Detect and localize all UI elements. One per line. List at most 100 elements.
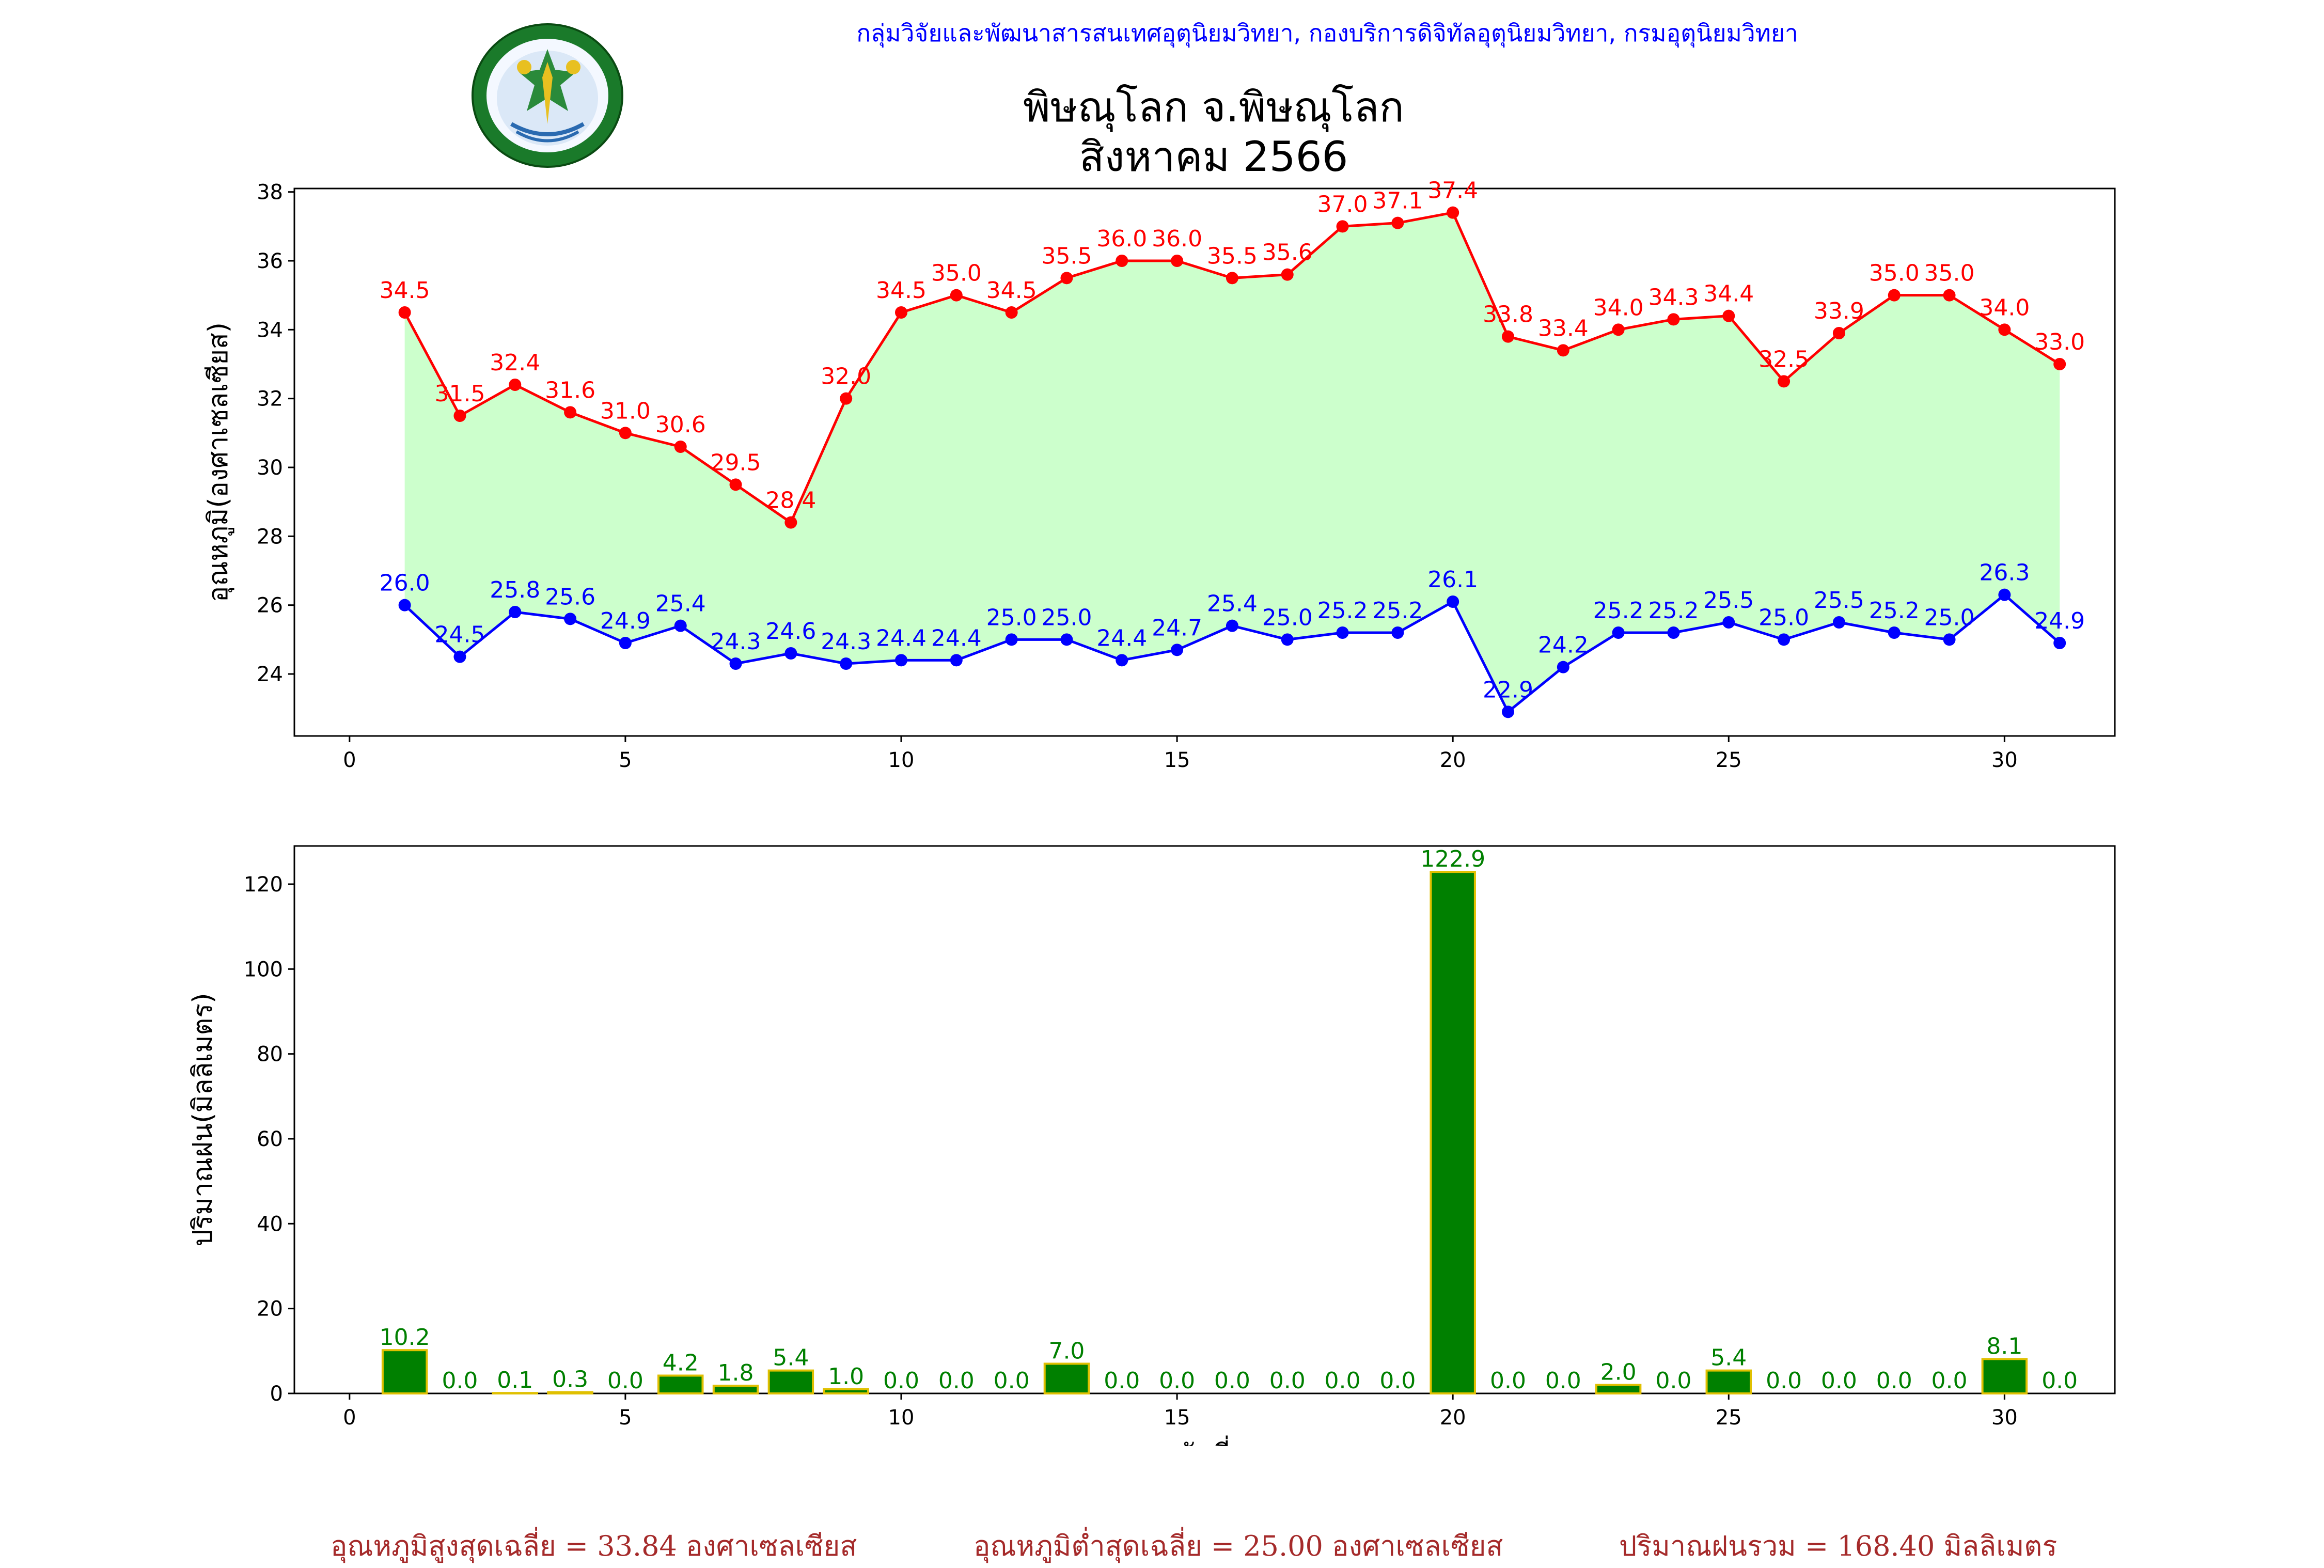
- rain-value-label: 0.1: [497, 1367, 533, 1393]
- max-temp-point: [1943, 289, 1956, 302]
- max-temp-point: [619, 427, 632, 440]
- max-temp-point: [2053, 358, 2066, 370]
- rain-value-label: 0.0: [1821, 1368, 1857, 1394]
- rain-value-label: 1.8: [718, 1360, 754, 1386]
- max-temp-point: [1281, 268, 1294, 281]
- header-text: กลุ่มวิจัยและพัฒนาสารสนเทศอุตุนิยมวิทยา,…: [856, 19, 1798, 47]
- x-axis-label: วันที่: [1179, 1435, 1230, 1446]
- rain-value-label: 5.4: [1710, 1345, 1747, 1371]
- min-temp-label: 25.5: [1703, 587, 1754, 614]
- rain-value-label: 0.0: [883, 1368, 919, 1394]
- x-tick-label: 25: [1716, 748, 1742, 772]
- max-temp-label: 31.5: [434, 381, 485, 407]
- summary-bar: อุณหภูมิสูงสุดเฉลี่ย = 33.84 องศาเซลเซีย…: [0, 1524, 2324, 1562]
- x-tick-label: 10: [888, 748, 915, 772]
- rain-value-label: 8.1: [1986, 1333, 2022, 1359]
- max-temp-label: 33.8: [1483, 302, 1533, 328]
- min-temp-label: 26.0: [380, 570, 430, 597]
- max-temp-point: [1391, 216, 1404, 229]
- min-temp-point: [1778, 633, 1791, 646]
- y-tick-label: 24: [257, 663, 283, 686]
- max-temp-label: 37.1: [1372, 188, 1423, 214]
- max-temp-label: 37.4: [1427, 178, 1478, 204]
- min-temp-label: 24.5: [434, 622, 485, 648]
- x-tick-label: 30: [1991, 748, 2018, 772]
- max-temp-label: 33.0: [2034, 329, 2085, 355]
- min-temp-point: [1391, 626, 1404, 639]
- min-temp-label: 25.2: [1648, 598, 1699, 624]
- summary-avg-min: อุณหภูมิต่ำสุดเฉลี่ย = 25.00 องศาเซลเซีย…: [973, 1530, 1503, 1562]
- min-temp-point: [895, 654, 907, 667]
- max-temp-point: [1116, 255, 1128, 267]
- x-tick-label: 5: [619, 1406, 632, 1430]
- rain-value-label: 0.0: [1490, 1368, 1526, 1394]
- y-tick-label: 20: [257, 1297, 283, 1321]
- max-temp-point: [564, 406, 577, 419]
- x-tick-label: 0: [343, 1406, 356, 1430]
- plot-frame: [293, 187, 2116, 737]
- max-temp-label: 33.4: [1538, 315, 1589, 341]
- max-temp-label: 31.6: [545, 377, 595, 403]
- rain-bar: [1595, 1384, 1642, 1395]
- max-temp-label: 37.0: [1317, 191, 1368, 217]
- rain-bar: [1981, 1358, 2028, 1395]
- rain-value-label: 2.0: [1600, 1359, 1637, 1386]
- min-temp-point: [674, 619, 687, 632]
- min-temp-label: 25.2: [1869, 598, 1920, 624]
- max-temp-label: 32.0: [821, 364, 871, 390]
- max-temp-point: [784, 516, 797, 529]
- min-temp-label: 25.0: [1924, 604, 1975, 631]
- min-temp-label: 26.1: [1427, 567, 1478, 593]
- max-temp-point: [1502, 330, 1514, 343]
- rain-bar: [1430, 871, 1476, 1394]
- min-temp-label: 22.9: [1483, 677, 1533, 703]
- rain-value-label: 0.0: [994, 1368, 1030, 1394]
- min-temp-point: [1832, 616, 1845, 629]
- summary-total-rain: ปริมาณฝนรวม = 168.40 มิลลิเมตร: [1619, 1530, 2058, 1562]
- max-temp-label: 34.4: [1703, 281, 1754, 307]
- min-temp-point: [2053, 637, 2066, 649]
- x-tick-label: 0: [343, 748, 356, 772]
- min-temp-point: [453, 650, 466, 663]
- rain-value-label: 1.0: [828, 1363, 864, 1390]
- min-temp-label: 24.4: [1096, 625, 1147, 651]
- max-temp-label: 34.0: [1979, 294, 2030, 321]
- max-temp-label: 32.5: [1758, 346, 1809, 372]
- max-temp-point: [674, 441, 687, 453]
- chart-title: พิษณุโลก จ.พิษณุโลก สิงหาคม 2566: [800, 83, 1627, 182]
- min-temp-label: 24.2: [1538, 632, 1589, 658]
- x-tick-label: 20: [1440, 1406, 1466, 1430]
- x-tick-label: 10: [888, 1406, 915, 1430]
- x-tick-label: 15: [1164, 1406, 1190, 1430]
- min-temp-label: 24.4: [876, 625, 927, 651]
- max-temp-label: 34.5: [986, 277, 1037, 304]
- max-temp-label: 35.0: [931, 260, 982, 287]
- min-temp-point: [1557, 661, 1569, 673]
- min-temp-point: [1060, 633, 1073, 646]
- x-tick-label: 5: [619, 748, 632, 772]
- meteorological-department-seal-icon: [472, 23, 623, 168]
- x-tick-label: 30: [1991, 1406, 2018, 1430]
- y-tick-label: 28: [257, 525, 283, 548]
- min-temp-point: [1281, 633, 1294, 646]
- rain-bar: [767, 1369, 814, 1395]
- max-temp-point: [895, 306, 907, 319]
- rain-bar: [823, 1388, 869, 1395]
- rain-value-label: 0.0: [607, 1368, 643, 1394]
- rain-value-label: 0.0: [1104, 1368, 1140, 1394]
- x-tick-label: 15: [1164, 748, 1190, 772]
- rain-bar: [712, 1385, 759, 1395]
- rain-value-label: 0.3: [552, 1367, 588, 1393]
- header-department-line: กลุ่มวิจัยและพัฒนาสารสนเทศอุตุนิยมวิทยา,…: [0, 14, 2324, 52]
- max-temp-label: 34.3: [1648, 284, 1699, 310]
- y-tick-label: 26: [257, 594, 283, 618]
- rain-bar: [547, 1391, 593, 1395]
- rain-bar: [657, 1374, 704, 1395]
- max-temp-point: [729, 478, 742, 491]
- min-temp-label: 25.2: [1372, 598, 1423, 624]
- max-temp-label: 35.5: [1041, 243, 1092, 269]
- rain-value-label: 4.2: [663, 1350, 699, 1376]
- rainfall-chart: 0 5 10 15 20 25 30 0 20 40 60 80 100 120 ปริมาณฝน(มิลล…: [187, 845, 2116, 1446]
- max-temp-point: [1778, 375, 1791, 388]
- min-temp-point: [1888, 626, 1901, 639]
